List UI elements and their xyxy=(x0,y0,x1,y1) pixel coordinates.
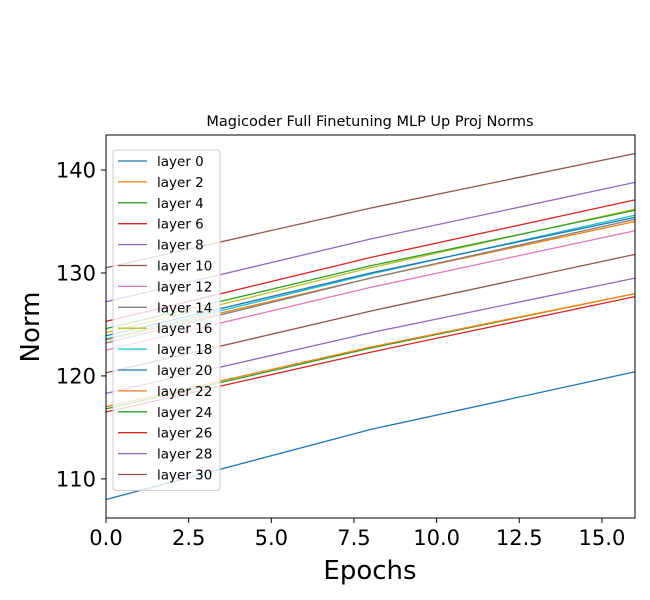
legend-frame xyxy=(112,149,221,491)
x-tick-label: 2.5 xyxy=(172,526,205,550)
legend-label: layer 4 xyxy=(157,196,204,212)
legend-label: layer 2 xyxy=(157,175,204,191)
x-tick-label: 15.0 xyxy=(579,526,626,550)
legend-label: layer 18 xyxy=(157,342,212,358)
y-tick-label: 110 xyxy=(56,467,96,491)
x-tick-label: 0.0 xyxy=(89,526,122,550)
x-tick-label: 12.5 xyxy=(496,526,543,550)
legend-label: layer 16 xyxy=(157,321,212,337)
legend-label: layer 24 xyxy=(157,405,212,421)
legend: layer 0 layer 2 layer 4 layer 6 layer 8 layer… xyxy=(112,149,221,491)
legend-label: layer 10 xyxy=(157,259,212,275)
y-axis-label: Norm xyxy=(16,292,46,363)
legend-label: layer 6 xyxy=(157,217,204,233)
x-tick-label: 7.5 xyxy=(337,526,370,550)
x-axis: 0.0 2.5 5.0 7.5 10.0 12.5 15.0 xyxy=(89,518,625,550)
x-tick-label: 10.0 xyxy=(413,526,460,550)
chart-title: Magicoder Full Finetuning MLP Up Proj No… xyxy=(206,114,533,130)
y-axis: 110 120 130 140 xyxy=(56,159,106,491)
y-tick-label: 120 xyxy=(56,364,96,388)
legend-label: layer 12 xyxy=(157,279,212,295)
y-tick-label: 140 xyxy=(56,159,96,183)
x-axis-label: Epochs xyxy=(323,556,416,586)
legend-label: layer 0 xyxy=(157,154,204,170)
y-tick-label: 130 xyxy=(56,261,96,285)
x-tick-label: 5.0 xyxy=(255,526,288,550)
legend-label: layer 26 xyxy=(157,426,212,442)
legend-label: layer 22 xyxy=(157,384,212,400)
legend-label: layer 28 xyxy=(157,447,212,463)
plot-frame xyxy=(105,134,636,519)
legend-label: layer 20 xyxy=(157,363,212,379)
legend-label: layer 30 xyxy=(157,468,212,484)
legend-label: layer 14 xyxy=(157,300,212,316)
legend-label: layer 8 xyxy=(157,238,204,254)
